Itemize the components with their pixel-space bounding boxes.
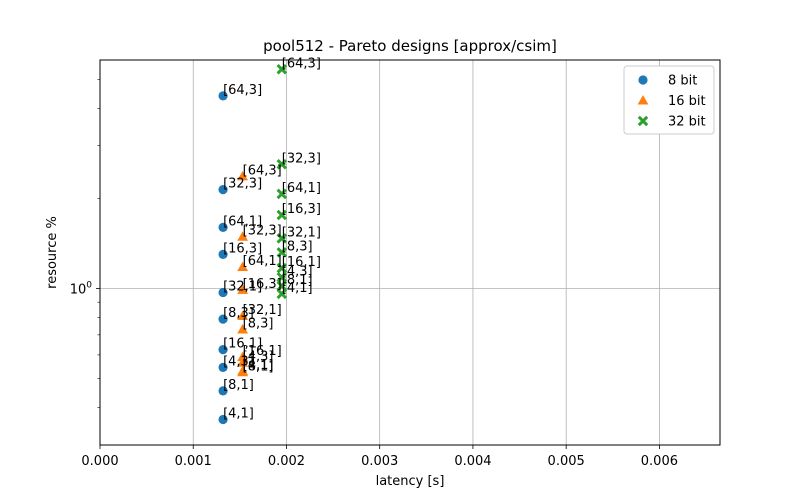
data-point — [218, 91, 228, 101]
data-point — [218, 414, 228, 425]
data-point-label: [64,1] — [282, 181, 321, 196]
x-tick-label: 0.001 — [175, 454, 212, 469]
data-point — [237, 284, 249, 294]
data-point-label: [4,1] — [243, 358, 274, 373]
legend-marker — [637, 115, 649, 127]
data-marks — [218, 64, 288, 425]
legend-label: 8 bit — [668, 74, 697, 89]
legend: 8 bit 16 bit 32 bit — [623, 65, 715, 135]
data-point-label: [32,3] — [282, 151, 321, 166]
data-point-label: [64,3] — [282, 56, 321, 71]
data-point-label: [8,1] — [223, 378, 254, 393]
data-point-label: [32,1] — [282, 225, 321, 240]
data-point-label: [16,1] — [223, 337, 262, 352]
data-point-label: [4,1] — [223, 407, 254, 422]
data-point — [218, 185, 228, 195]
data-point — [218, 287, 228, 298]
data-point — [237, 357, 249, 367]
data-point — [237, 351, 249, 362]
data-point-label: [16,3] — [223, 241, 262, 256]
legend-label: 16 bit — [668, 94, 706, 109]
data-point — [218, 362, 228, 372]
data-point-label: [16,3] — [243, 277, 282, 292]
data-point — [276, 159, 288, 170]
x-tick-label: 0.006 — [641, 454, 678, 469]
data-point-label: [8,3] — [282, 239, 313, 254]
data-point — [218, 386, 228, 396]
y-axis-label: resource % — [45, 216, 60, 289]
data-point — [276, 64, 288, 75]
data-point-label: [4,3] — [243, 350, 274, 365]
y-tick-exponent: 0 — [86, 280, 92, 290]
data-point — [237, 310, 249, 320]
data-point-label: [64,1] — [223, 214, 262, 229]
data-point-label: [64,1] — [243, 254, 282, 269]
data-point — [276, 288, 288, 300]
data-point-label: [32,1] — [243, 303, 282, 318]
x-tick-label: 0.004 — [454, 454, 491, 469]
legend-label: 32 bit — [668, 115, 706, 130]
data-point — [276, 247, 288, 258]
chart-title: pool512 - Pareto designs [approx/csim] — [263, 37, 557, 55]
grid — [100, 60, 720, 445]
data-point-label: [64,3] — [223, 83, 262, 98]
data-point-label: [32,1] — [223, 279, 262, 294]
data-point — [218, 314, 228, 324]
data-point — [276, 233, 288, 244]
data-point — [276, 209, 288, 221]
data-point-label: [8,1] — [243, 359, 274, 374]
data-point-label: [4,3] — [282, 264, 313, 279]
data-point — [237, 231, 249, 241]
x-axis-label: latency [s] — [376, 474, 445, 489]
data-point — [237, 365, 249, 376]
point-labels: [64,3][32,3][64,1][16,3][32,1][8,3][16,1… — [223, 56, 321, 421]
data-point-label: [8,3] — [223, 306, 254, 321]
data-point — [218, 222, 228, 233]
data-point — [218, 249, 228, 259]
data-point-label: [32,3] — [243, 224, 282, 239]
data-point — [237, 324, 249, 334]
axes-frame — [99, 59, 721, 446]
data-point-label: [64,3] — [243, 163, 282, 178]
data-point-label: [4,1] — [282, 281, 313, 296]
x-tick-label: 0.003 — [361, 454, 398, 469]
data-point-label: [4,3] — [223, 354, 254, 369]
data-point — [276, 188, 288, 200]
data-point-label: [8,3] — [243, 316, 274, 331]
data-point-label: [16,3] — [282, 202, 321, 217]
x-tick-label: 0.005 — [548, 454, 585, 469]
data-point — [237, 170, 249, 181]
data-point-label: [16,1] — [243, 344, 282, 359]
legend-marker — [638, 75, 648, 85]
data-point — [237, 261, 249, 272]
data-point — [218, 344, 228, 355]
data-point-label: [32,3] — [223, 177, 262, 192]
x-tick-label: 0.002 — [268, 454, 305, 469]
x-tick-label: 0.000 — [81, 454, 118, 469]
legend-marker — [637, 95, 649, 105]
data-point-label: [8,1] — [282, 273, 313, 288]
data-point — [276, 272, 288, 283]
data-point — [276, 262, 288, 274]
data-point — [276, 280, 288, 292]
data-point-label: [16,1] — [282, 255, 321, 270]
